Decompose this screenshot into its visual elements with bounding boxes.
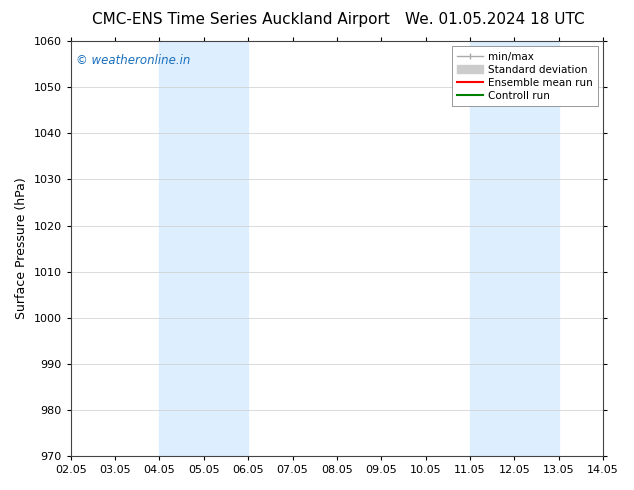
Legend: min/max, Standard deviation, Ensemble mean run, Controll run: min/max, Standard deviation, Ensemble me…	[451, 47, 598, 106]
Bar	[470, 41, 559, 456]
Text: CMC-ENS Time Series Auckland Airport: CMC-ENS Time Series Auckland Airport	[92, 12, 390, 27]
Bar	[159, 41, 248, 456]
Text: © weatheronline.in: © weatheronline.in	[76, 54, 190, 67]
Text: We. 01.05.2024 18 UTC: We. 01.05.2024 18 UTC	[404, 12, 585, 27]
Y-axis label: Surface Pressure (hPa): Surface Pressure (hPa)	[15, 178, 28, 319]
